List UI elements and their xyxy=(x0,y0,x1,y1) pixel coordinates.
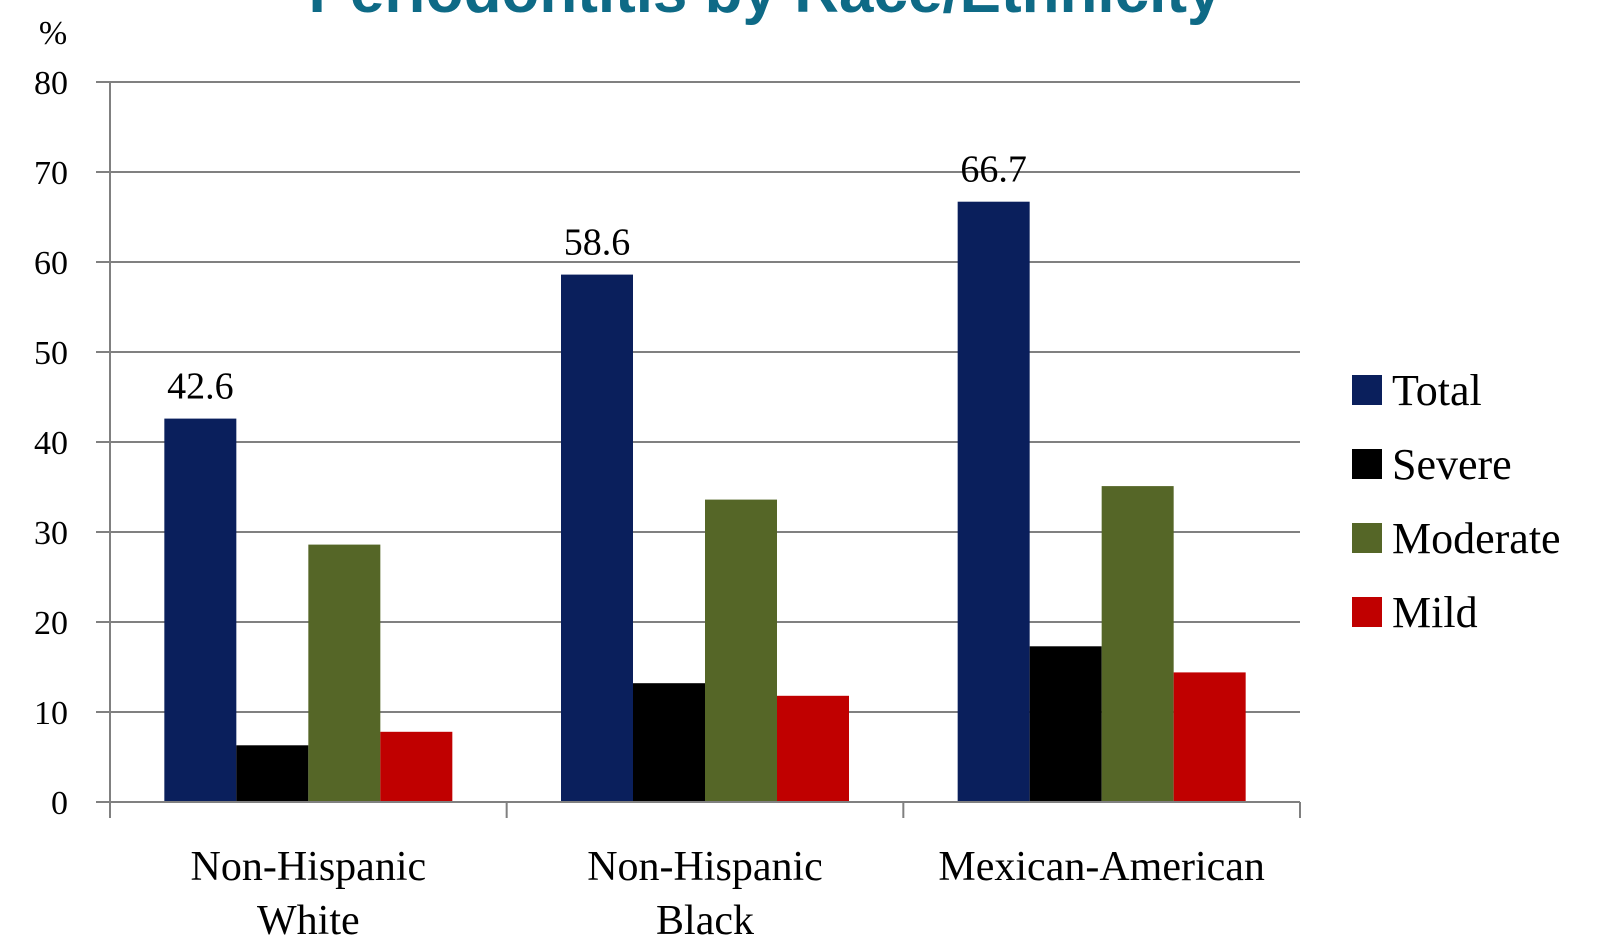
legend-swatch-mild xyxy=(1352,597,1382,627)
y-tick-label: 80 xyxy=(34,65,68,102)
bar-severe-2 xyxy=(1029,646,1102,802)
bar-moderate-0 xyxy=(308,544,381,802)
bar-total-1 xyxy=(561,274,633,803)
x-category-label: Mexican-American xyxy=(938,844,1265,890)
y-tick-label: 10 xyxy=(34,695,68,732)
data-label: 42.6 xyxy=(167,366,234,408)
data-label: 66.7 xyxy=(960,149,1027,191)
legend-swatch-total xyxy=(1352,375,1382,405)
bar-mild-2 xyxy=(1173,672,1246,802)
legend-label-moderate: Moderate xyxy=(1392,514,1561,563)
y-tick-label: 20 xyxy=(34,605,68,642)
bar-mild-0 xyxy=(380,731,453,802)
chart-title: Periodontitis by Race/Ethnicity xyxy=(309,0,1222,26)
bar-severe-1 xyxy=(633,683,705,802)
legend-label-severe: Severe xyxy=(1392,440,1512,489)
y-tick-label: 70 xyxy=(34,155,68,192)
y-tick-label: 30 xyxy=(34,515,68,552)
y-tick-label: 40 xyxy=(34,425,68,462)
bar-total-2 xyxy=(957,201,1030,802)
legend-label-mild: Mild xyxy=(1392,588,1478,637)
y-axis-unit-label: % xyxy=(39,15,67,52)
legend-label-total: Total xyxy=(1392,366,1482,415)
y-tick-label: 50 xyxy=(34,335,68,372)
x-category-label: Non-Hispanic xyxy=(587,844,823,890)
x-category-label: White xyxy=(257,898,360,941)
x-category-label: Non-Hispanic xyxy=(191,844,427,890)
legend-swatch-moderate xyxy=(1352,523,1382,553)
bar-total-0 xyxy=(164,418,237,802)
y-tick-label: 60 xyxy=(34,245,68,282)
bar-severe-0 xyxy=(236,745,309,802)
data-label: 58.6 xyxy=(564,222,631,264)
bar-mild-1 xyxy=(777,695,849,802)
x-category-label: Black xyxy=(656,898,754,941)
legend-swatch-severe xyxy=(1352,449,1382,479)
bar-moderate-1 xyxy=(705,499,777,802)
y-tick-label: 0 xyxy=(51,785,68,822)
bar-moderate-2 xyxy=(1101,486,1174,802)
